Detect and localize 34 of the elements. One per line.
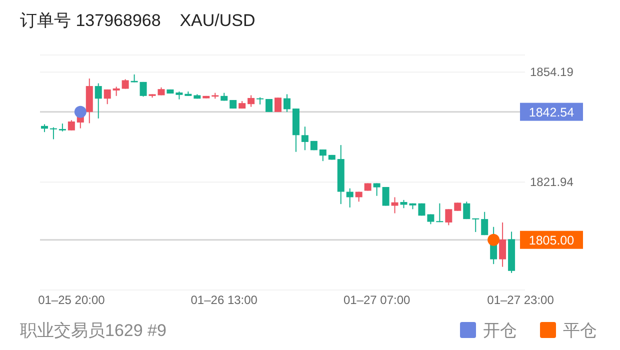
candlestick (122, 78, 129, 90)
y-tick-label: 1854.19 (530, 65, 574, 80)
candlestick (391, 196, 398, 214)
candlestick (68, 120, 75, 131)
ref-line-label: 1842.54 (528, 105, 574, 120)
candlestick (274, 97, 282, 112)
candlestick (436, 202, 444, 223)
candlestick (94, 82, 102, 119)
candlestick (104, 88, 111, 105)
x-tick-label: 01–25 20:00 (38, 293, 106, 307)
candlestick (445, 208, 452, 226)
candlestick (346, 188, 354, 208)
candlestick (373, 182, 380, 196)
candlestick (266, 98, 273, 112)
candlestick (248, 94, 255, 108)
ref-line-label: 1805.00 (528, 233, 574, 248)
y-tick-label: 1821.94 (530, 175, 574, 190)
x-tick-label: 01–27 23:00 (487, 293, 554, 307)
candlestick (481, 211, 488, 236)
text: 职业交易员1629 #9 (20, 321, 166, 340)
candlestick (463, 201, 470, 220)
candlestick (472, 218, 480, 233)
x-tick-label: 01–27 07:00 (343, 293, 410, 307)
candlestick (112, 86, 120, 96)
chart-title: 订单号 137968968 XAU/USD (20, 11, 256, 30)
candlestick (382, 186, 390, 206)
candlestick (140, 81, 147, 98)
x-tick-label: 01–26 13:00 (190, 293, 258, 307)
candlestick (50, 126, 57, 140)
candlestick (499, 222, 506, 268)
legend-label: 开仓 (483, 321, 517, 340)
candlestick (283, 94, 290, 112)
candlestick (301, 126, 308, 151)
legend-label: 平仓 (563, 321, 597, 340)
